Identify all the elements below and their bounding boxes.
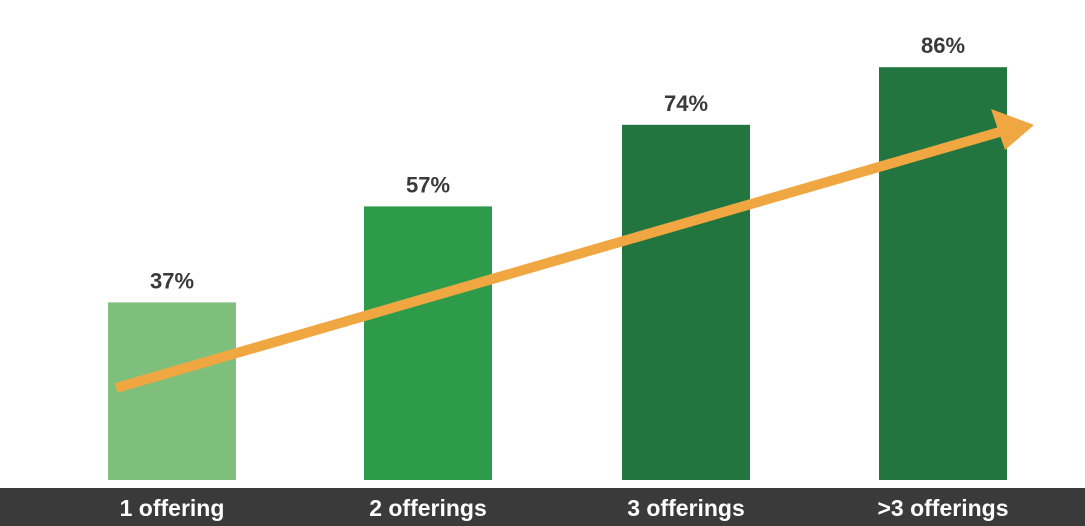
value-label-3: 74% (664, 91, 708, 116)
category-label-1: 1 offering (120, 495, 225, 521)
trend-arrow-head (991, 109, 1034, 150)
value-label-1: 37% (150, 268, 194, 293)
bar-1 (108, 302, 236, 480)
value-labels-layer: 37% 57% 74% 86% (150, 33, 965, 293)
trend-arrow-shaft (114, 126, 1005, 393)
bar-4 (879, 67, 1007, 480)
category-labels-layer: 1 offering 2 offerings 3 offerings >3 offer… (120, 495, 1009, 521)
bar-2 (364, 206, 492, 480)
category-label-3: 3 offerings (627, 495, 745, 521)
value-label-2: 57% (406, 172, 450, 197)
value-label-4: 86% (921, 33, 965, 58)
bars-layer (108, 67, 1007, 481)
category-label-2: 2 offerings (369, 495, 487, 521)
bar-3 (622, 124, 750, 481)
category-band (0, 488, 1085, 526)
category-label-4: >3 offerings (877, 495, 1008, 521)
trend-arrow (114, 109, 1034, 393)
